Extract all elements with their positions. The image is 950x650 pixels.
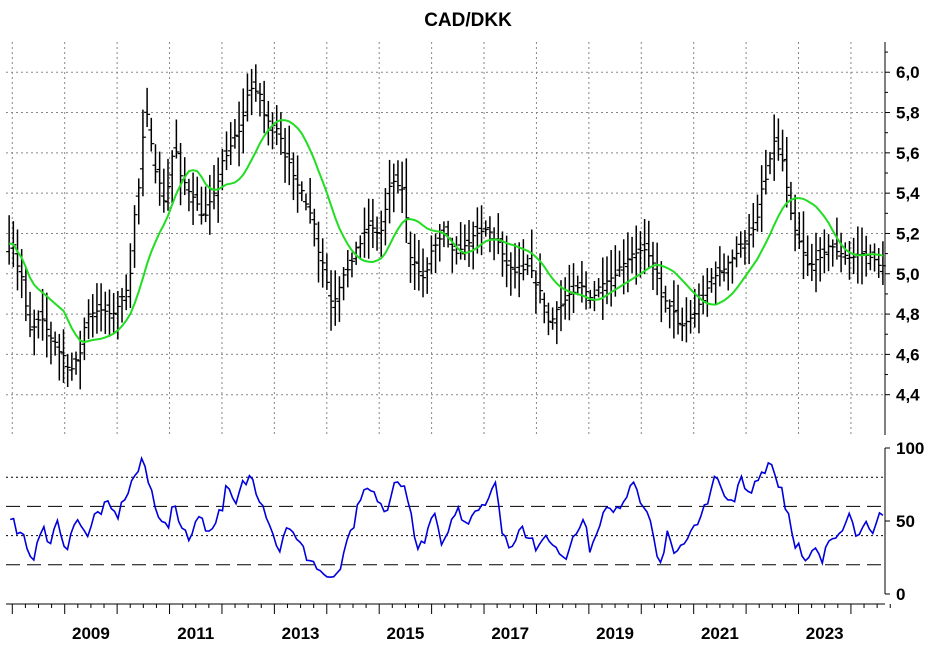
oscillator-y-tick-label: 0 (896, 585, 905, 604)
price-y-tick-label: 4,8 (896, 305, 920, 324)
x-tick-label: 2023 (806, 624, 844, 643)
oscillator-y-tick-label: 100 (896, 439, 924, 458)
oscillator-panel: 0 50 100 (6, 439, 924, 604)
x-tick-label: 2017 (491, 624, 529, 643)
price-grid (6, 42, 885, 435)
price-y-tick-label: 5,8 (896, 104, 920, 123)
price-y-tick-label: 4,4 (896, 386, 920, 405)
price-y-tick-label: 5,4 (896, 184, 920, 203)
price-y-tick-label: 4,6 (896, 345, 920, 364)
oscillator-y-tick-label: 50 (896, 512, 915, 531)
oscillator-line (9, 455, 884, 579)
chart-title: CAD/DKK (424, 10, 512, 31)
price-bars (6, 64, 886, 390)
price-y-tick-label: 6,0 (896, 63, 920, 82)
x-tick-label: 2021 (701, 624, 739, 643)
x-tick-label: 2011 (177, 624, 214, 643)
price-y-ticks: 4,4 4,6 4,8 5,0 5,2 5,4 5,6 5,8 6,0 (885, 51, 920, 405)
price-y-tick-label: 5,0 (896, 265, 920, 284)
price-y-tick-label: 5,6 (896, 144, 920, 163)
x-axis-labels: 2009 2011 2013 2015 2017 2019 2021 2023 (72, 624, 844, 643)
price-y-tick-label: 5,2 (896, 224, 920, 243)
x-tick-label: 2015 (386, 624, 424, 643)
x-tick-label: 2019 (596, 624, 634, 643)
oscillator-y-ticks: 0 50 100 (885, 439, 924, 604)
x-axis: 2009 2011 2013 2015 2017 2019 2021 2023 (6, 603, 891, 643)
moving-average-line (8, 119, 884, 344)
x-axis-minor-ticks (11, 604, 891, 614)
price-panel: 4,4 4,6 4,8 5,0 5,2 5,4 5,6 5,8 6,0 (6, 42, 920, 435)
x-tick-label: 2013 (282, 624, 320, 643)
x-tick-label: 2009 (72, 624, 110, 643)
oscillator-reference-lines (6, 476, 885, 566)
